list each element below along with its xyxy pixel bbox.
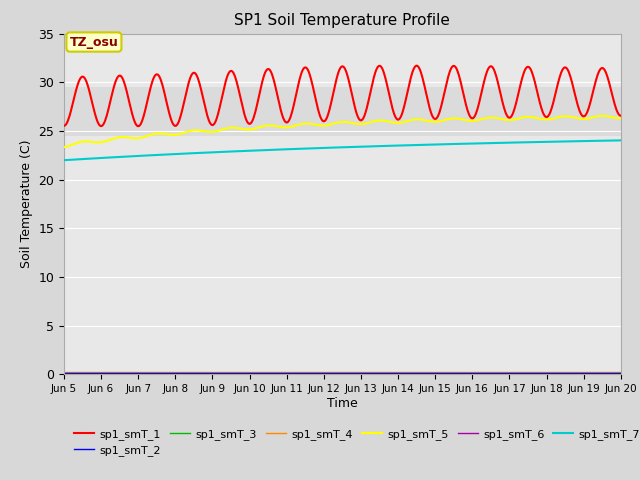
Y-axis label: Soil Temperature (C): Soil Temperature (C) (20, 140, 33, 268)
sp1_smT_7 (426, 142, 434, 147)
sp1_smT_4 (60, 370, 68, 375)
sp1_smT_4 (426, 370, 434, 375)
Legend: sp1_smT_1, sp1_smT_2, sp1_smT_3, sp1_smT_4, sp1_smT_5, sp1_smT_6, sp1_smT_7: sp1_smT_1, sp1_smT_2, sp1_smT_3, sp1_smT… (70, 424, 640, 460)
sp1_smT_6 (617, 371, 625, 376)
sp1_smT_4 (70, 370, 78, 375)
sp1_smT_5 (214, 128, 221, 134)
sp1_smT_4 (617, 370, 625, 375)
sp1_smT_5 (426, 119, 434, 124)
sp1_smT_2 (60, 370, 68, 376)
sp1_smT_7 (410, 142, 418, 148)
sp1_smT_5 (617, 116, 625, 121)
Line: sp1_smT_1: sp1_smT_1 (64, 66, 621, 126)
sp1_smT_5 (598, 113, 606, 119)
sp1_smT_7 (184, 151, 192, 156)
sp1_smT_3 (410, 371, 418, 376)
sp1_smT_1 (428, 112, 436, 118)
sp1_smT_1 (127, 108, 135, 114)
sp1_smT_2 (617, 370, 625, 376)
sp1_smT_2 (214, 370, 221, 376)
sp1_smT_1 (185, 80, 193, 85)
sp1_smT_5 (184, 129, 192, 134)
sp1_smT_7 (70, 156, 78, 162)
sp1_smT_2 (127, 370, 135, 376)
Title: SP1 Soil Temperature Profile: SP1 Soil Temperature Profile (234, 13, 451, 28)
sp1_smT_2 (410, 370, 418, 376)
sp1_smT_5 (410, 117, 418, 122)
sp1_smT_2 (426, 370, 434, 376)
sp1_smT_5 (70, 141, 78, 147)
sp1_smT_4 (214, 370, 221, 375)
sp1_smT_7 (214, 149, 221, 155)
sp1_smT_6 (426, 371, 434, 376)
sp1_smT_3 (426, 371, 434, 376)
sp1_smT_4 (184, 370, 192, 375)
sp1_smT_1 (411, 64, 419, 70)
sp1_smT_6 (214, 371, 221, 376)
sp1_smT_4 (127, 370, 135, 375)
sp1_smT_3 (617, 371, 625, 376)
sp1_smT_3 (70, 371, 78, 376)
sp1_smT_3 (214, 371, 221, 376)
sp1_smT_3 (60, 371, 68, 376)
sp1_smT_1 (413, 63, 420, 69)
Line: sp1_smT_5: sp1_smT_5 (64, 116, 621, 147)
Bar (64, 87, 621, 136)
sp1_smT_2 (70, 370, 78, 376)
sp1_smT_3 (184, 371, 192, 376)
sp1_smT_1 (617, 113, 625, 119)
sp1_smT_7 (127, 154, 135, 159)
sp1_smT_5 (127, 135, 135, 141)
sp1_smT_6 (410, 371, 418, 376)
sp1_smT_3 (127, 371, 135, 376)
sp1_smT_4 (410, 370, 418, 375)
sp1_smT_6 (184, 371, 192, 376)
sp1_smT_1 (60, 123, 68, 129)
sp1_smT_2 (184, 370, 192, 376)
sp1_smT_1 (70, 95, 78, 101)
sp1_smT_7 (617, 137, 625, 143)
sp1_smT_5 (60, 144, 68, 150)
X-axis label: Time: Time (327, 397, 358, 410)
Text: TZ_osu: TZ_osu (70, 36, 118, 48)
sp1_smT_1 (214, 111, 222, 117)
sp1_smT_1 (134, 123, 142, 129)
sp1_smT_6 (60, 371, 68, 376)
sp1_smT_6 (70, 371, 78, 376)
sp1_smT_7 (60, 157, 68, 163)
Line: sp1_smT_7: sp1_smT_7 (64, 140, 621, 160)
sp1_smT_6 (127, 371, 135, 376)
